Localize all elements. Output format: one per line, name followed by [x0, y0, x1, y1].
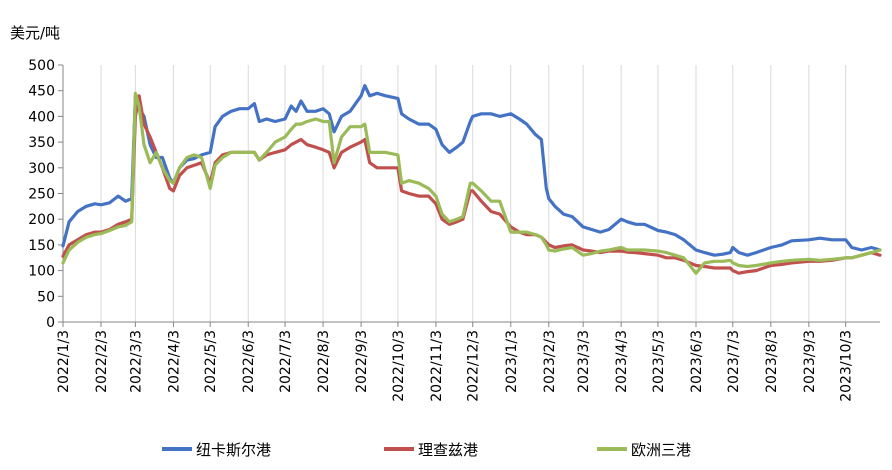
- x-tick-label-6: 2022/7/3: [278, 330, 294, 393]
- y-tick-label-9: 450: [28, 84, 55, 100]
- x-tick-label-14: 2023/3/3: [576, 330, 592, 393]
- x-tick-label-10: 2022/11/3: [429, 330, 445, 402]
- legend-label-0: 纽卡斯尔港: [196, 441, 271, 459]
- y-axis-label: 美元/吨: [10, 24, 60, 42]
- grid-lines: [62, 65, 847, 322]
- x-tick-label-7: 2022/8/3: [316, 330, 332, 393]
- x-tick-label-8: 2022/9/3: [354, 330, 370, 393]
- x-tick-label-19: 2023/8/3: [764, 330, 780, 393]
- x-tick-label-17: 2023/6/3: [689, 330, 705, 393]
- y-tick-label-4: 200: [28, 212, 55, 228]
- x-tick-label-18: 2023/7/3: [726, 330, 742, 393]
- x-tick-label-12: 2023/1/3: [504, 330, 520, 393]
- x-tick-label-3: 2022/4/3: [166, 330, 182, 393]
- series-line-2: [61, 91, 882, 275]
- series-line-1: [61, 94, 882, 275]
- y-tick-labels: 0 50 100 150 200 250 300 350 400 450 500: [28, 58, 55, 331]
- legend: 纽卡斯尔港 理查兹港 欧洲三港: [162, 441, 691, 459]
- legend-label-1: 理查兹港: [418, 441, 478, 459]
- y-tick-label-2: 100: [28, 264, 55, 280]
- x-tick-label-11: 2022/12/3: [466, 330, 482, 402]
- x-tick-label-2: 2022/3/3: [128, 330, 144, 393]
- legend-label-2: 欧洲三港: [631, 441, 691, 459]
- y-tick-label-0: 0: [46, 315, 55, 331]
- x-tick-label-1: 2022/2/3: [94, 330, 110, 393]
- y-tick-label-7: 350: [28, 135, 55, 151]
- x-tick-label-4: 2022/5/3: [203, 330, 219, 393]
- y-tick-label-8: 400: [28, 109, 55, 125]
- axes: [58, 64, 880, 327]
- series-lines: [61, 84, 882, 275]
- x-tick-label-5: 2022/6/3: [241, 330, 257, 393]
- y-tick-label-6: 300: [28, 161, 55, 177]
- y-tick-label-1: 50: [37, 289, 55, 305]
- x-tick-labels: 2022/1/3 2022/2/3 2022/3/3 2022/4/3 2022/5/3…: [56, 330, 855, 402]
- x-tick-label-0: 2022/1/3: [56, 330, 72, 393]
- y-tick-label-10: 500: [28, 58, 55, 74]
- x-tick-label-15: 2023/4/3: [614, 330, 630, 393]
- x-tick-label-20: 2023/9/3: [802, 330, 818, 393]
- y-tick-label-3: 150: [28, 238, 55, 254]
- x-tick-label-13: 2023/2/3: [542, 330, 558, 393]
- x-tick-label-21: 2023/10/3: [839, 330, 855, 402]
- x-tick-label-9: 2022/10/3: [391, 330, 407, 402]
- x-tick-label-16: 2023/5/3: [651, 330, 667, 393]
- y-tick-label-5: 250: [28, 187, 55, 203]
